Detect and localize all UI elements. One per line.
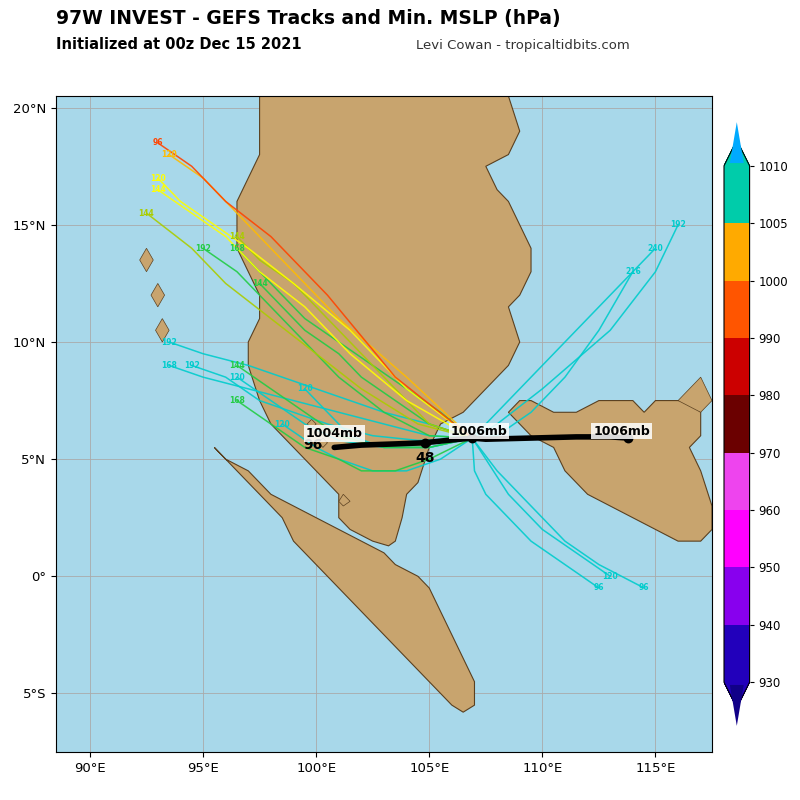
Text: 97W INVEST - GEFS Tracks and Min. MSLP (hPa): 97W INVEST - GEFS Tracks and Min. MSLP (… [56, 9, 561, 28]
Polygon shape [237, 96, 531, 546]
Text: 96: 96 [304, 438, 323, 452]
Text: 192: 192 [184, 361, 199, 370]
Text: Initialized at 00z Dec 15 2021: Initialized at 00z Dec 15 2021 [56, 37, 302, 52]
PathPatch shape [724, 682, 750, 708]
Text: 144: 144 [229, 361, 245, 370]
Text: 144: 144 [150, 186, 166, 194]
Polygon shape [338, 494, 350, 506]
Text: 120: 120 [162, 150, 177, 159]
Text: 120: 120 [297, 384, 313, 394]
Polygon shape [140, 248, 154, 272]
Text: 144: 144 [229, 232, 245, 241]
PathPatch shape [724, 140, 750, 166]
Text: 240: 240 [647, 244, 663, 253]
Text: 192: 192 [670, 220, 686, 230]
Text: 120: 120 [274, 419, 290, 429]
Polygon shape [318, 438, 327, 447]
Text: 120: 120 [602, 572, 618, 581]
Text: 168: 168 [229, 244, 245, 253]
Text: 120: 120 [229, 373, 245, 382]
Text: 1006mb: 1006mb [450, 425, 507, 438]
Text: 1006mb: 1006mb [593, 425, 650, 438]
Text: 192: 192 [195, 244, 211, 253]
Text: 1004mb: 1004mb [306, 427, 362, 440]
Polygon shape [155, 318, 169, 342]
Text: 168: 168 [161, 361, 177, 370]
Text: 96: 96 [594, 583, 604, 593]
Text: 216: 216 [625, 267, 641, 276]
Text: 192: 192 [162, 338, 177, 346]
Polygon shape [307, 419, 316, 429]
Polygon shape [151, 283, 165, 307]
Polygon shape [214, 447, 474, 712]
Text: Levi Cowan - tropicaltidbits.com: Levi Cowan - tropicaltidbits.com [416, 39, 630, 52]
Text: 48: 48 [415, 451, 434, 465]
Point [466, 432, 478, 445]
Text: 168: 168 [229, 396, 245, 405]
Text: 144: 144 [138, 209, 154, 218]
Polygon shape [509, 401, 712, 541]
Text: 120: 120 [150, 174, 166, 182]
Text: 96: 96 [153, 138, 163, 147]
Text: 96: 96 [639, 583, 650, 593]
Polygon shape [678, 377, 712, 412]
Point [622, 432, 634, 445]
Point [418, 436, 431, 449]
Text: 144: 144 [252, 279, 267, 288]
